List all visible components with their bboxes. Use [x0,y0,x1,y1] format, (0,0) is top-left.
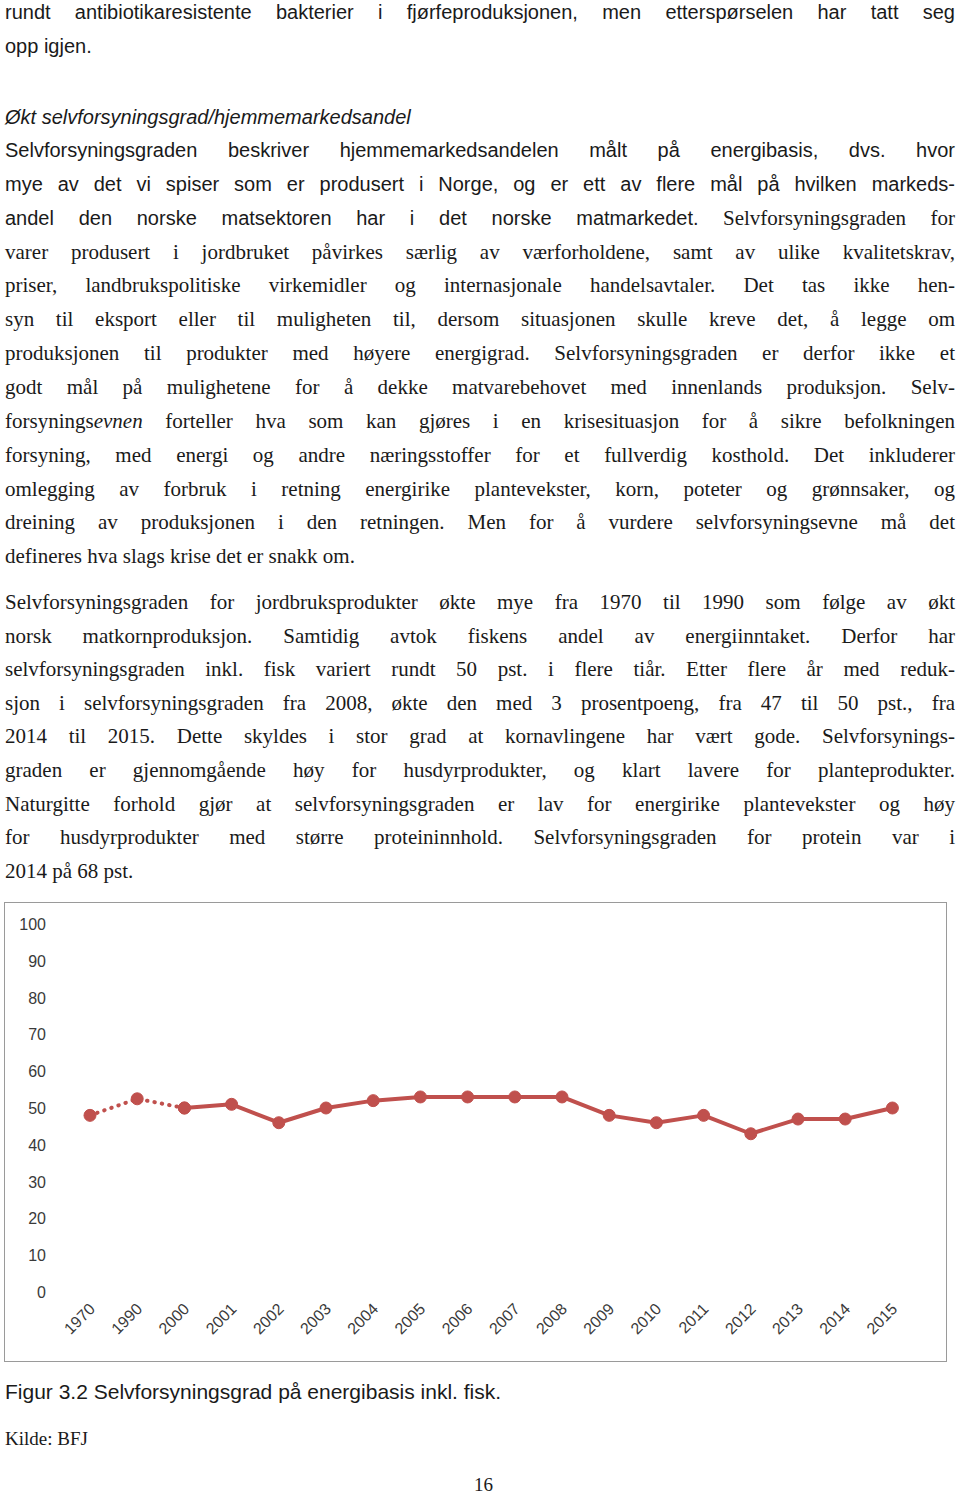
series-marker [698,1109,710,1121]
text-line: norsk matkornproduksjon. Samtidig avtok … [5,619,955,653]
text-run: rundt antibiotikaresistente bakterier i … [5,1,955,23]
x-tick-label: 2007 [486,1300,523,1337]
text-line: produksjonen til produkter med høyere en… [5,336,955,370]
x-tick-label: 2012 [722,1300,759,1337]
text-run: evnen [94,409,143,433]
y-tick-label: 20 [28,1210,46,1227]
x-tick-label: 1970 [61,1300,98,1337]
series-line [184,1097,892,1134]
text-line: Selvforsyningsgraden beskriver hjemmemar… [5,133,955,167]
x-tick-label: 2009 [580,1300,617,1337]
series-marker [839,1113,851,1125]
text-line: opp igjen. [5,29,955,63]
y-tick-label: 60 [28,1063,46,1080]
text-line: sjon i selvforsyningsgraden fra 2008, øk… [5,686,955,720]
series-marker [178,1102,190,1114]
series-marker [131,1093,143,1105]
x-tick-label: 2000 [155,1300,192,1337]
figure-caption: Figur 3.2 Selvforsyningsgrad på energiba… [5,1380,501,1404]
series-marker [178,1102,190,1114]
text-run: opp igjen. [5,35,92,57]
series-marker [509,1091,521,1103]
y-tick-label: 80 [28,990,46,1007]
series-marker [792,1113,804,1125]
x-tick-label: 2014 [816,1300,853,1337]
text-line: defineres hva slags krise det er snakk o… [5,539,955,573]
y-tick-label: 100 [19,916,46,933]
text-run: Selvforsyningsgraden beskriver hjemmemar… [5,139,955,161]
y-tick-label: 10 [28,1247,46,1264]
series-marker [320,1102,332,1114]
source-note: Kilde: BFJ [5,1428,88,1450]
y-tick-label: 50 [28,1100,46,1117]
series-marker [84,1109,96,1121]
text-line: omlegging av forbruk i retning energirik… [5,472,955,506]
x-tick-label: 2001 [203,1300,240,1337]
x-tick-label: 2013 [769,1300,806,1337]
series-marker [273,1117,285,1129]
text-run: forteller hva som kan gjøres i en krises… [143,409,955,433]
x-tick-label: 2010 [627,1300,664,1337]
text-line: syn til eksport eller til muligheten til… [5,302,955,336]
series-marker [414,1091,426,1103]
text-line: graden er gjennomgående høy for husdyrpr… [5,753,955,787]
plot-group [84,1091,898,1140]
series-marker [650,1117,662,1129]
x-tick-label: 2005 [391,1300,428,1337]
text-line: forsyningsevnen forteller hva som kan gj… [5,404,955,438]
text-run: mye av det vi spiser som er produsert i … [5,173,955,195]
series-marker [462,1091,474,1103]
text-line: dreining av produksjonen i den retningen… [5,505,955,539]
x-tick-label: 2008 [533,1300,570,1337]
series-marker [226,1098,238,1110]
text-line: priser, landbrukspolitiske virkemidler o… [5,268,955,302]
text-line: 2014 på 68 pst. [5,854,955,888]
series-marker [603,1109,615,1121]
series-marker [556,1091,568,1103]
text-line: Naturgitte forhold gjør at selvforsyning… [5,787,955,821]
series-marker [367,1095,379,1107]
y-tick-label: 40 [28,1137,46,1154]
x-tick-label: 2006 [439,1300,476,1337]
text-line: rundt antibiotikaresistente bakterier i … [5,0,955,29]
series-marker [745,1128,757,1140]
page-number: 16 [474,1474,493,1493]
y-tick-label: 30 [28,1174,46,1191]
text-line: Selvforsyningsgraden for jordbruksproduk… [5,585,955,619]
text-run: forsynings [5,409,94,433]
text-line: selvforsyningsgraden inkl. fisk variert … [5,652,955,686]
text-line: varer produsert i jordbruket påvirkes sæ… [5,235,955,269]
text-line: andel den norske matsektoren har i det n… [5,201,955,235]
text-run: Selvforsyningsgraden for [699,206,955,230]
x-tick-label: 2003 [297,1300,334,1337]
x-tick-label: 2002 [250,1300,287,1337]
y-tick-label: 70 [28,1026,46,1043]
y-tick-label: 0 [37,1284,46,1301]
x-tick-label: 2004 [344,1300,381,1337]
text-line: mye av det vi spiser som er produsert i … [5,167,955,201]
text-line: godt mål på mulighetene for å dekke matv… [5,370,955,404]
y-tick-label: 90 [28,953,46,970]
x-tick-label: 1990 [108,1300,145,1337]
text-line: for husdyrprodukter med større proteinin… [5,820,955,854]
x-tick-label: 2011 [675,1300,711,1336]
text-line: Økt selvforsyningsgrad/hjemmemarkedsande… [5,100,955,134]
series-marker [886,1102,898,1114]
x-tick-label: 2015 [863,1300,900,1337]
text-line: 2014 til 2015. Dette skyldes i stor grad… [5,719,955,753]
text-run: andel den norske matsektoren har i det n… [5,207,699,229]
text-line: forsyning, med energi og andre næringsst… [5,438,955,472]
chart-frame [5,903,947,1362]
